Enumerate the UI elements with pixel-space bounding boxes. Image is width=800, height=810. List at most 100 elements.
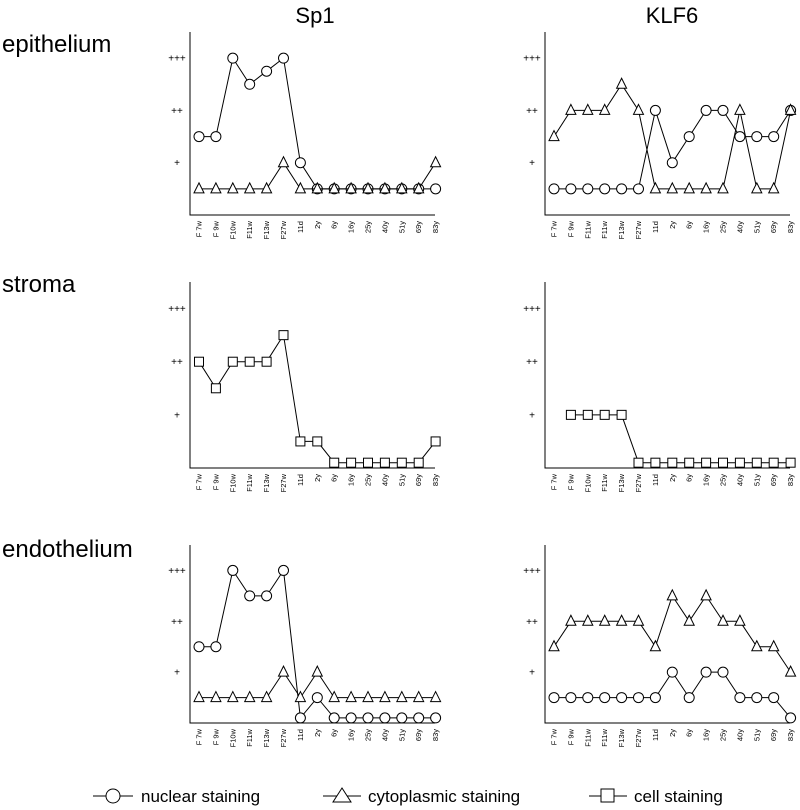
data-point-triangle: [717, 614, 729, 626]
data-point-square: [278, 330, 289, 341]
y-tick-label: +++: [523, 304, 541, 315]
x-tick-label: 6y: [330, 221, 339, 229]
data-point-circle: [210, 641, 222, 653]
data-point-triangle: [277, 665, 290, 677]
data-point-circle: [599, 692, 611, 704]
data-point-triangle: [784, 103, 797, 115]
data-point-triangle: [226, 690, 239, 703]
data-point-triangle: [328, 690, 341, 703]
axis-frame: [544, 32, 790, 216]
y-tick-label: +++: [168, 54, 186, 65]
x-tick-label: F11w: [600, 220, 609, 238]
data-point-triangle: [649, 181, 662, 194]
data-point-circle: [430, 183, 442, 195]
column-title-sp1: Sp1: [295, 3, 334, 28]
data-point-triangle: [615, 614, 628, 626]
x-tick-label: 6y: [685, 221, 694, 229]
y-tick-label: +: [174, 410, 180, 421]
data-point-circle: [430, 712, 442, 724]
x-tick-label: 83y: [786, 474, 795, 486]
data-point-square: [785, 457, 796, 468]
x-tick-label: 2y: [668, 474, 677, 482]
x-tick-label: 83y: [431, 729, 440, 741]
x-tick-label: 69y: [769, 474, 778, 486]
data-point-square: [751, 457, 762, 468]
x-tick-label: 51y: [397, 474, 406, 486]
x-tick-label: 40y: [380, 474, 389, 486]
data-point-square: [616, 409, 627, 420]
data-point-circle: [294, 712, 306, 724]
data-point-circle: [210, 131, 222, 143]
x-tick-label: 11d: [296, 221, 305, 233]
x-tick-label: 6y: [330, 729, 339, 737]
row-title-endothelium: endothelium: [2, 536, 133, 563]
legend-square-marker: [600, 788, 615, 803]
x-tick-label: F10w: [583, 473, 592, 492]
data-point-triangle: [717, 181, 729, 194]
x-tick-label: F13w: [262, 728, 271, 747]
x-tick-label: F13w: [262, 473, 271, 492]
panel-endothelium-sp1: ++++++F 7w F 9w F10w F11w F13w F27w 11d 2y 6y 16y…: [168, 545, 442, 747]
y-tick-label: +++: [523, 54, 541, 65]
axis-frame: [544, 545, 790, 724]
data-point-triangle: [683, 181, 696, 194]
x-tick-label: F 7w: [195, 473, 204, 490]
data-point-circle: [717, 104, 729, 116]
y-tick-label: ++: [171, 106, 183, 117]
data-point-circle: [751, 692, 763, 704]
data-point-triangle: [598, 614, 611, 626]
data-point-triangle: [260, 181, 273, 194]
x-tick-label: 40y: [735, 221, 744, 233]
x-tick-label: 2y: [313, 474, 322, 482]
y-tick-label: ++: [171, 617, 183, 628]
legend-label-cell: cell staining: [634, 787, 723, 806]
data-point-square: [718, 457, 728, 468]
y-tick-label: +: [174, 158, 180, 169]
x-tick-label: 16y: [702, 474, 711, 486]
x-tick-label: F 7w: [195, 220, 204, 237]
data-point-triangle: [632, 103, 645, 115]
row-title-stroma: stroma: [2, 271, 76, 298]
data-point-triangle: [700, 181, 712, 194]
x-tick-label: 69y: [769, 221, 778, 233]
y-tick-label: ++: [526, 357, 538, 368]
data-point-circle: [649, 692, 661, 704]
x-tick-label: 83y: [431, 221, 440, 233]
x-tick-label: F10w: [228, 220, 237, 239]
data-point-triangle: [395, 181, 408, 194]
data-point-triangle: [429, 690, 442, 703]
series-line-circle: [554, 108, 792, 190]
panel-epithelium-sp1: ++++++F 7w F 9w F10w F11w F13w F27w 11d 2y 6y 16y…: [168, 32, 442, 239]
data-point-circle: [565, 183, 577, 195]
data-point-triangle: [226, 181, 239, 194]
y-tick-label: +: [529, 158, 535, 169]
data-point-square: [244, 356, 255, 367]
data-point-circle: [683, 692, 695, 704]
data-point-square: [684, 457, 695, 468]
panel-endothelium-klf6: ++++++F 7w F 9w F11w F11w F13w F27w 11d 2y 6y 16y…: [523, 545, 797, 747]
x-tick-label: 51y: [397, 221, 406, 233]
y-tick-label: ++: [171, 357, 183, 368]
data-point-triangle: [362, 181, 374, 194]
x-tick-label: F10w: [228, 473, 237, 492]
data-point-triangle: [412, 690, 425, 703]
data-point-circle: [345, 712, 357, 724]
data-point-circle: [734, 131, 746, 143]
x-tick-label: 16y: [347, 221, 356, 233]
x-tick-label: 25y: [364, 221, 373, 233]
data-point-circle: [633, 183, 644, 195]
x-tick-label: 83y: [431, 474, 440, 486]
data-point-square: [363, 457, 373, 468]
data-point-triangle: [193, 181, 205, 194]
data-point-square: [227, 356, 238, 367]
x-tick-label: 51y: [752, 221, 761, 233]
x-tick-label: 6y: [685, 729, 694, 737]
x-tick-label: 69y: [414, 729, 423, 741]
data-point-circle: [683, 131, 695, 143]
data-point-circle: [649, 104, 661, 116]
x-tick-label: F 7w: [550, 473, 559, 490]
series-line-circle: [199, 56, 436, 190]
data-point-triangle: [598, 103, 611, 115]
data-point-circle: [768, 692, 780, 704]
